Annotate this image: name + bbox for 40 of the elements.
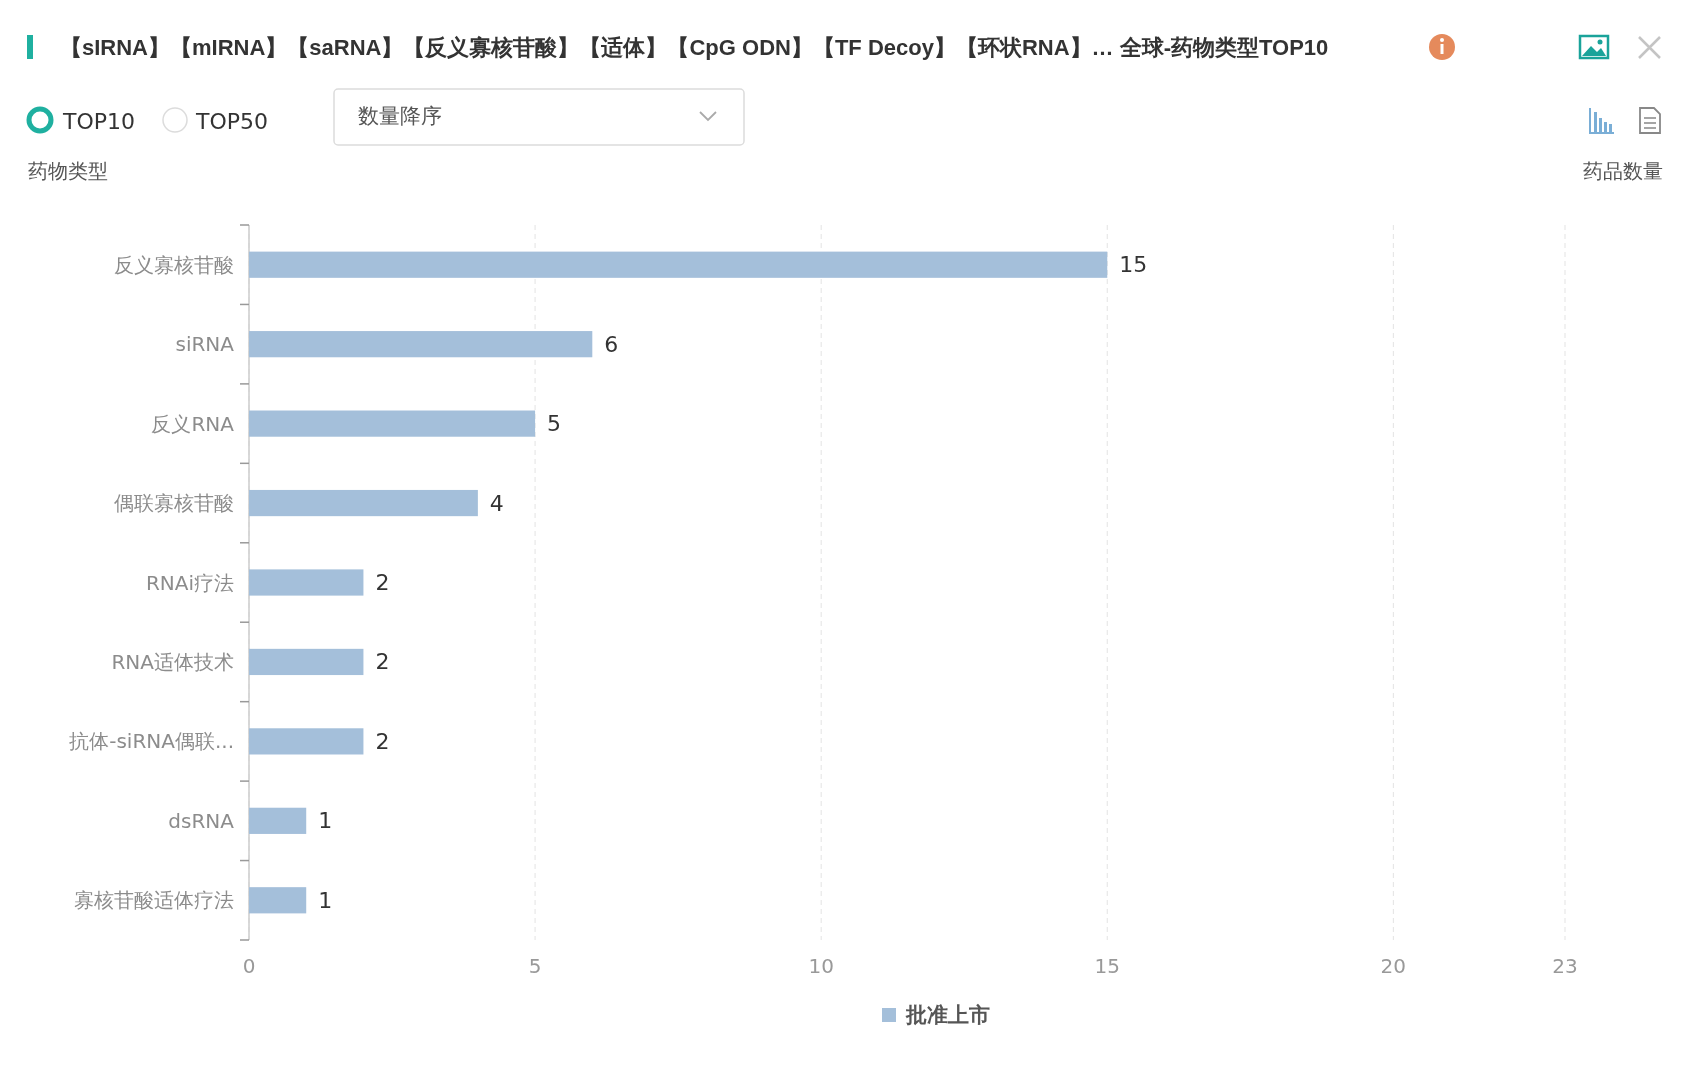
x-tick-label: 0 [242, 954, 256, 978]
x-tick-label: 20 [1380, 954, 1407, 978]
y-tick-label: 抗体-siRNA偶联... [69, 729, 234, 754]
data-label: 2 [375, 649, 390, 675]
bar [249, 331, 593, 358]
x-tick-label: 5 [528, 954, 542, 978]
y-tick-label: dsRNA [168, 808, 235, 833]
bar [249, 807, 307, 834]
x-tick-label: 15 [1094, 954, 1120, 978]
x-tick-label: 10 [808, 954, 834, 978]
y-tick-label: 寡核苷酸适体疗法 [74, 888, 234, 913]
y-tick-label: 反义RNA [151, 411, 235, 436]
y-axis-title: 药物类型 [28, 159, 108, 183]
y-tick-label: RNAi疗法 [145, 570, 234, 595]
bar [249, 251, 1108, 278]
x-tick-label: 23 [1552, 954, 1578, 978]
bar [249, 887, 307, 914]
x-axis-title: 药品数量 [1583, 159, 1663, 183]
chart-title: 【sIRNA】【mIRNA】【saRNA】【反义寡核苷酸】【适体】【CpG ODN】【TF Decoy】【环状RNA】… 全球-药物类型TOP10 [60, 35, 1329, 60]
text: TOP10 [62, 108, 136, 134]
bar [249, 569, 364, 596]
bar [249, 728, 364, 755]
data-label: 1 [318, 887, 333, 913]
text: 数量降序 [358, 104, 442, 128]
y-tick-label: 反义寡核苷酸 [114, 252, 234, 277]
bar [249, 410, 536, 437]
y-tick-label: siRNA [175, 332, 235, 357]
bar [249, 489, 478, 517]
data-label: 6 [604, 331, 619, 357]
data-label: 2 [375, 728, 390, 754]
data-label: 2 [375, 570, 390, 595]
y-tick-label: 偶联寡核苷酸 [114, 491, 234, 516]
y-tick-label: RNA适体技术 [111, 649, 234, 674]
legend-label: 批准上市 [905, 1003, 990, 1027]
data-label: 4 [489, 490, 504, 516]
data-label: 15 [1119, 252, 1148, 278]
text: TOP50 [195, 108, 269, 134]
data-label: 5 [547, 411, 562, 437]
data-label: 1 [318, 808, 333, 834]
bar [249, 648, 364, 676]
